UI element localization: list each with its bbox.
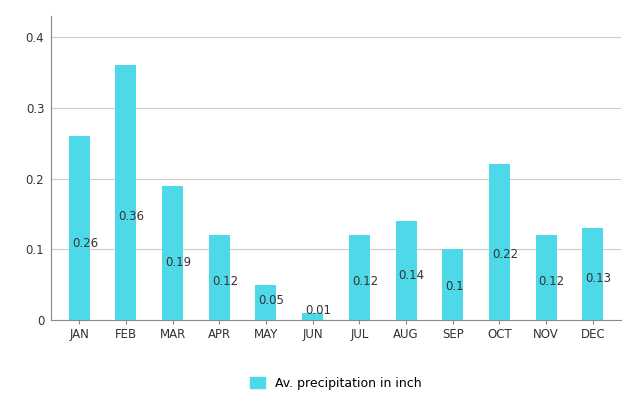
Text: 0.14: 0.14 bbox=[399, 269, 425, 282]
Text: 0.13: 0.13 bbox=[586, 272, 611, 285]
Bar bbox=[68, 136, 90, 320]
Legend: Av. precipitation in inch: Av. precipitation in inch bbox=[250, 377, 422, 390]
Text: 0.36: 0.36 bbox=[118, 210, 145, 223]
Text: 0.12: 0.12 bbox=[212, 275, 238, 288]
Bar bbox=[302, 313, 323, 320]
Bar bbox=[209, 235, 230, 320]
Bar bbox=[536, 235, 557, 320]
Text: 0.01: 0.01 bbox=[305, 304, 332, 317]
Bar bbox=[162, 186, 183, 320]
Text: 0.12: 0.12 bbox=[352, 275, 378, 288]
Bar bbox=[489, 164, 510, 320]
Text: 0.05: 0.05 bbox=[259, 294, 285, 306]
Text: 0.26: 0.26 bbox=[72, 237, 98, 250]
Bar bbox=[396, 221, 417, 320]
Bar bbox=[349, 235, 370, 320]
Bar bbox=[255, 285, 276, 320]
Bar bbox=[582, 228, 604, 320]
Bar bbox=[442, 249, 463, 320]
Text: 0.12: 0.12 bbox=[539, 275, 565, 288]
Text: 0.19: 0.19 bbox=[165, 256, 191, 269]
Text: 0.22: 0.22 bbox=[492, 248, 518, 261]
Bar bbox=[115, 66, 136, 320]
Text: 0.1: 0.1 bbox=[445, 280, 464, 293]
